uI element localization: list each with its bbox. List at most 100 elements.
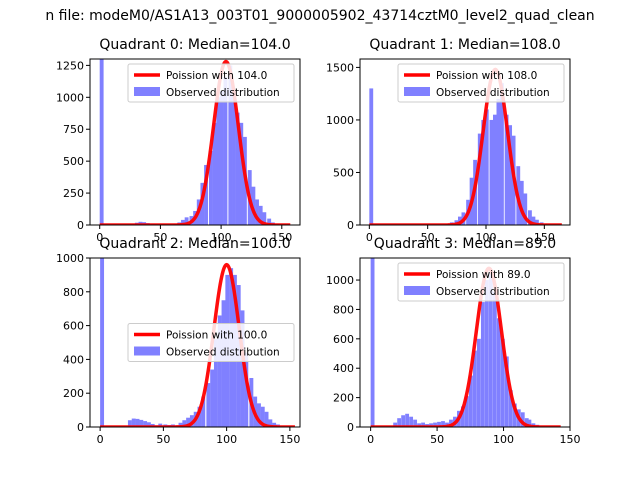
histogram-bar <box>472 350 477 427</box>
histogram-bar <box>181 219 185 225</box>
histogram-bar <box>433 422 437 427</box>
chart-title: Quadrant 2: Median=100.0 <box>99 236 290 252</box>
x-tick-label: 50 <box>421 231 435 244</box>
histogram-bar <box>262 212 267 225</box>
axes-frame <box>89 257 301 428</box>
histogram-bar <box>401 415 406 427</box>
chart-panel: Quadrant 3: Median=89.0 0 50 100 150 0 200 400 6… <box>326 236 581 446</box>
x-tick-label: 150 <box>560 433 581 446</box>
y-tick-label: 400 <box>63 353 84 366</box>
legend-bar-swatch <box>404 286 430 295</box>
legend-label: Observed distribution <box>436 87 550 99</box>
histogram-bar <box>369 88 374 225</box>
plot-area <box>369 67 562 225</box>
histogram-bar <box>178 422 183 427</box>
x-tick-label: 150 <box>279 433 300 446</box>
histogram-bar <box>508 390 513 427</box>
histogram-bar <box>500 83 504 225</box>
histogram-bar <box>535 219 539 225</box>
y-tick-label: 1000 <box>326 274 354 287</box>
legend-bar-swatch <box>134 346 160 356</box>
histogram-bar <box>217 315 222 427</box>
histogram-bar <box>481 119 486 225</box>
y-tick-label: 200 <box>63 387 84 400</box>
figure-title: n file: modeM0/AS1A13_003T01_9000005902_… <box>45 8 594 24</box>
legend-box <box>397 262 565 302</box>
histogram-bar <box>504 114 509 225</box>
histogram-bar <box>139 419 144 427</box>
chart-title: Quadrant 3: Median=89.0 <box>374 236 556 252</box>
histogram-bar <box>260 406 265 427</box>
histogram-bar <box>504 356 509 427</box>
histogram-bar <box>208 150 213 225</box>
histogram-bar <box>223 76 228 225</box>
histogram-bar <box>461 406 465 427</box>
histogram-bar <box>488 272 493 427</box>
legend-bar-swatch <box>134 87 160 96</box>
x-tick-label: 100 <box>476 231 497 244</box>
x-tick-label: 100 <box>493 433 514 446</box>
histogram-bar <box>210 369 215 427</box>
legend-label: Observed distribution <box>436 286 550 298</box>
y-tick-label: 0 <box>347 421 354 434</box>
histogram-bar <box>143 421 148 427</box>
histogram-bar <box>496 318 501 427</box>
histogram-bar <box>528 210 532 225</box>
histogram-bar <box>468 375 473 427</box>
histogram-bar <box>508 125 513 225</box>
y-tick-label: 750 <box>63 123 84 136</box>
axes-frame <box>89 58 301 226</box>
x-tick-label: 50 <box>430 433 444 446</box>
histogram-bar <box>480 302 485 427</box>
legend-label: Poission with 108.0 <box>436 70 537 82</box>
histogram-bar <box>135 418 140 427</box>
histogram-bar <box>500 338 505 427</box>
y-tick-label: 1500 <box>326 61 354 74</box>
histogram-bar <box>186 417 191 427</box>
poisson-curve <box>100 262 295 427</box>
histogram-bar <box>146 422 151 427</box>
histogram-bar <box>477 133 482 225</box>
legend-label: Observed distribution <box>166 347 280 359</box>
chart-panel: Quadrant 0: Median=104.0 0 50 100 150 0 250 500… <box>56 37 301 244</box>
legend: Poission with 108.0 Observed distribution <box>397 63 565 103</box>
x-tick-label: 0 <box>367 433 374 446</box>
legend: Poission with 89.0 Observed distribution <box>397 262 565 302</box>
histogram-bar <box>370 258 375 427</box>
histogram-bar <box>437 421 441 427</box>
x-tick-label: 100 <box>211 231 232 244</box>
y-tick-label: 1000 <box>56 252 84 265</box>
poisson-curve <box>369 67 562 225</box>
histogram-bar <box>520 412 525 427</box>
histogram-bar <box>492 291 497 427</box>
histogram-bar <box>512 403 517 427</box>
histogram-bar <box>264 411 269 427</box>
y-tick-label: 0 <box>347 219 354 232</box>
histogram-bar <box>484 280 489 427</box>
histogram-bar <box>219 90 224 225</box>
legend-box <box>127 63 295 103</box>
histogram-bar <box>524 418 529 427</box>
histogram-bar <box>531 216 536 225</box>
histogram-bar <box>519 180 524 225</box>
histogram-bar <box>197 406 202 427</box>
histogram-bar <box>239 122 244 225</box>
plot-area <box>99 59 291 225</box>
poisson-curve <box>370 266 561 427</box>
chart-panel: Quadrant 2: Median=100.0 0 50 100 150 0 200 400… <box>56 236 301 446</box>
histogram-bar <box>489 119 494 225</box>
histogram-bar <box>131 418 136 427</box>
y-tick-label: 250 <box>63 187 84 200</box>
histogram-bar <box>397 418 402 427</box>
histogram-bar <box>204 164 208 225</box>
histogram-bar <box>441 421 445 427</box>
histogram-bar <box>235 112 240 225</box>
x-tick-label: 0 <box>366 231 373 244</box>
chart-title: Quadrant 0: Median=104.0 <box>99 37 290 53</box>
axes-frame <box>359 257 571 428</box>
legend-label: Poission with 100.0 <box>166 330 267 342</box>
histogram-bar <box>449 419 453 427</box>
histogram-bar <box>212 122 217 225</box>
histogram-bar <box>493 114 497 225</box>
